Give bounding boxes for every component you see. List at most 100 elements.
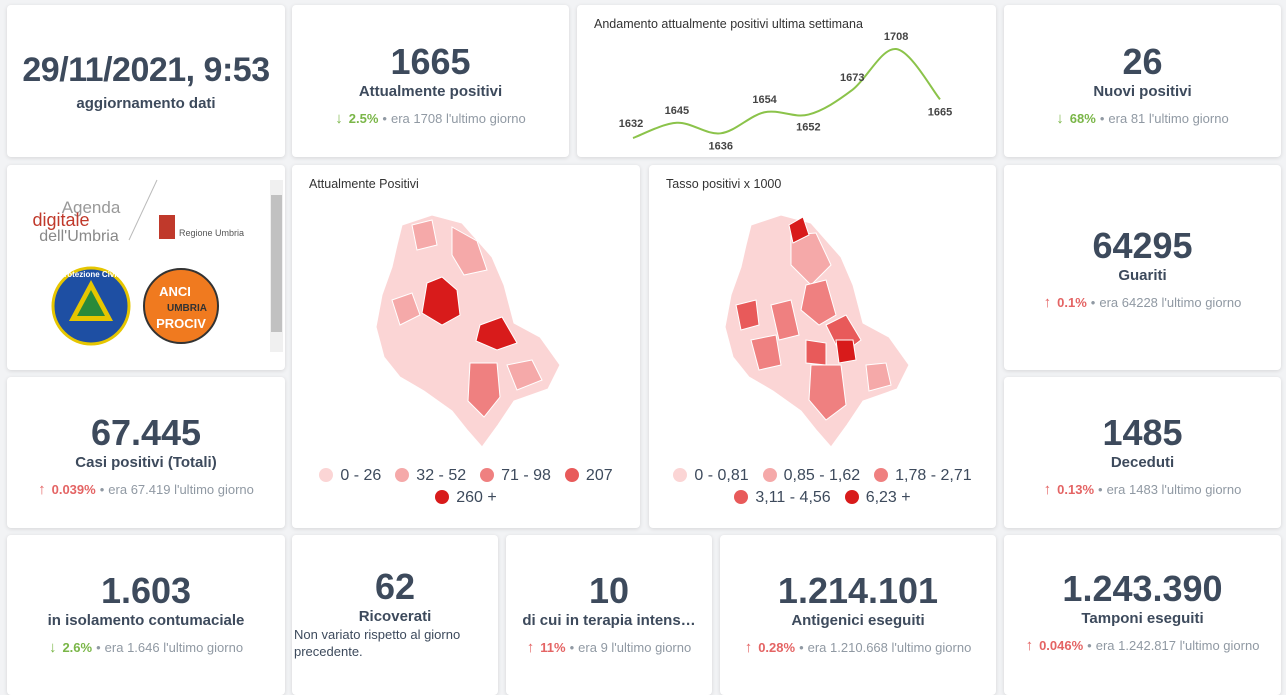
kpi-previous: 81 (1130, 111, 1146, 126)
legend-swatch (564, 468, 579, 482)
map-region (391, 292, 421, 326)
map (724, 214, 910, 448)
data-label: 1665 (928, 106, 952, 118)
kpi-value: 26 (1122, 41, 1163, 82)
kpi-change: 0.046% (1039, 638, 1084, 653)
legend-item: 1,78 - 2,71 (874, 467, 972, 485)
map (375, 214, 561, 448)
kpi-previous-prefix: era (1095, 638, 1115, 653)
kpi-label: di cui in terapia intens… (522, 612, 696, 629)
kpi-label: Ricoverati (358, 608, 432, 625)
trend-arrow (49, 639, 57, 656)
kpi-change: 0.28% (758, 640, 796, 655)
legend-label: 6,23 + (865, 489, 911, 506)
logo-text: ANCI (159, 284, 191, 299)
scrollbar-thumb[interactable] (271, 195, 282, 332)
map-regions (375, 214, 561, 448)
map-region (865, 362, 892, 392)
kpi-value: 1.214.101 (777, 570, 939, 611)
map-region (788, 216, 810, 244)
legend-swatch (435, 490, 450, 504)
legend-swatch (844, 490, 859, 504)
legend-item: 3,11 - 4,56 (734, 489, 831, 507)
kpi-previous-suffix: l'ultimo giorno (163, 640, 244, 655)
kpi-label: Antigenici eseguiti (791, 612, 925, 629)
kpi-previous: 1708 (413, 111, 443, 126)
regione-icon (159, 215, 175, 239)
anci-logo (143, 268, 219, 344)
kpi-change: 2.5% (348, 111, 379, 126)
data-label: 1708 (884, 31, 908, 43)
legend-swatch (319, 468, 334, 482)
map-region (790, 232, 832, 286)
kpi-previous: 67.419 (130, 482, 171, 497)
legend-label: 260 + (456, 489, 497, 506)
legend-label: 0 - 0,81 (694, 467, 749, 484)
kpi-label: Guariti (1118, 267, 1167, 284)
legend-item: 6,23 + (844, 489, 911, 507)
kpi-previous: 1.242.817 (1118, 638, 1176, 653)
legend-swatch (395, 468, 410, 482)
kpi-value: 64295 (1092, 225, 1193, 266)
map-region (475, 316, 518, 351)
legend-label: 1,78 - 2,71 (895, 467, 972, 484)
kpi-change: 2.6% (62, 640, 93, 655)
legend-item: 32 - 52 (395, 467, 466, 485)
kpi-value: 1.603 (100, 570, 192, 611)
update-datetime: 29/11/2021, 9:53 (22, 51, 270, 89)
kpi-value: 10 (588, 570, 630, 611)
legend-swatch (874, 468, 889, 482)
separator (96, 482, 109, 497)
kpi-label: Deceduti (1110, 454, 1175, 471)
kpi-note: Non variato rispetto al giorno precedent… (294, 627, 461, 659)
kpi-previous-suffix: l'ultimo giorno (891, 640, 972, 655)
kpi-previous-suffix: l'ultimo giorno (1161, 482, 1242, 497)
kpi-previous: 64228 (1121, 295, 1158, 310)
map-region (724, 214, 910, 448)
data-label: 1632 (619, 118, 643, 130)
legend-swatch (673, 468, 688, 482)
separator (1083, 638, 1096, 653)
separator (566, 640, 579, 655)
kpi-delta: 68% era 81 l'ultimo giorno (1004, 110, 1281, 127)
kpi-delta: 0.13% era 1483 l'ultimo giorno (1004, 481, 1281, 498)
map-title: Attualmente Positivi (309, 177, 419, 191)
protezione-icon (77, 290, 105, 316)
logo-text: Protezione Civile (59, 270, 124, 279)
update-card: 29/11/2021, 9:53 aggiornamento dati (7, 5, 285, 157)
kpi-previous-suffix: l'ultimo giorno (1179, 638, 1260, 653)
sparkline: 1632 1645 1636 1654 1652 1673 1708 1665 (619, 31, 952, 152)
kpi-delta: 11% era 9 l'ultimo giorno (506, 639, 712, 656)
kpi-delta: 0.039% era 67.419 l'ultimo giorno (7, 481, 285, 498)
logo-text: digitale (32, 210, 89, 230)
logos: Agenda digitale dell'Umbria Regione Umbr… (32, 179, 283, 352)
legend-item: 207 (564, 467, 613, 485)
separator (795, 640, 808, 655)
legend-swatch (480, 468, 495, 482)
kpi-label: Attualmente positivi (358, 83, 503, 100)
legend-label: 71 - 98 (501, 467, 551, 484)
logo-text: dell'Umbria (39, 228, 119, 245)
kpi-value: 1.243.390 (1062, 568, 1223, 609)
map-region (808, 364, 847, 421)
map-region (735, 299, 760, 331)
kpi-previous-suffix: l'ultimo giorno (1161, 295, 1242, 310)
map-legend: 0 - 0,81 0,85 - 1,62 1,78 - 2,71 3,11 - 4,5… (659, 467, 986, 507)
map-region (750, 334, 782, 371)
legend-label: 0 - 26 (340, 467, 382, 484)
data-label: 1673 (840, 72, 864, 84)
kpi-change: 0.1% (1057, 295, 1087, 310)
kpi-delta: 0.1% era 64228 l'ultimo giorno (1004, 294, 1281, 311)
legend-item: 0,85 - 1,62 (762, 467, 860, 485)
map-title: Tasso positivi x 1000 (666, 177, 782, 191)
separator (1087, 295, 1100, 310)
kpi-change: 11% (540, 640, 566, 655)
legend-label: 32 - 52 (416, 467, 467, 484)
kpi-previous-suffix: l'ultimo giorno (445, 111, 526, 126)
map-card: Attualmente Positivi 0 - 26 32 - 52 71 - 98… (292, 165, 640, 528)
trend-arrow (1044, 294, 1052, 311)
